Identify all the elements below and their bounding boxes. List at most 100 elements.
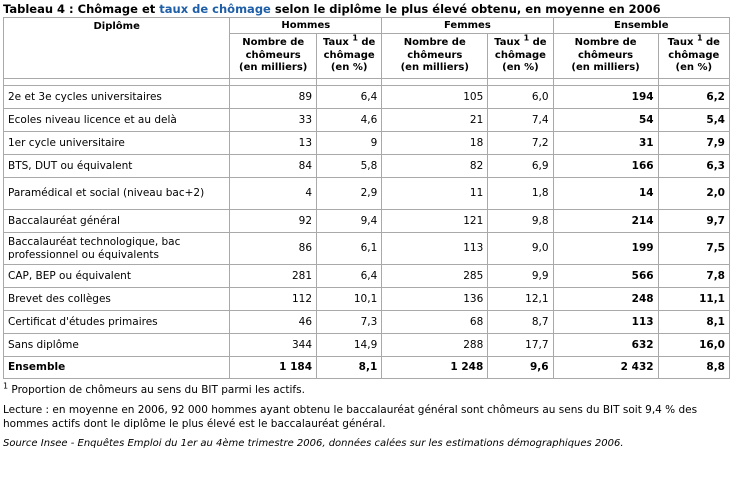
header-nombre-chomeurs: Nombre de chômeurs (en milliers): [552, 33, 659, 79]
header-diplome: Diplôme: [2, 17, 231, 79]
table-title: Tableau 4 : Chômage et taux de chômage s…: [3, 2, 738, 16]
cell-value: 136: [381, 287, 489, 311]
cell-value: 632: [552, 333, 659, 357]
cell-value: 6,4: [316, 264, 383, 288]
cell-value: 12,1: [487, 287, 554, 311]
cell-value: 2 432: [552, 356, 659, 379]
cell-value: 121: [381, 209, 489, 233]
header-taux-prefix: Taux: [667, 37, 697, 49]
row-label: Ecoles niveau licence et au delà: [2, 108, 231, 132]
table-row: CAP, BEP ou équivalent 281 6,4 285 9,9 566 7,8: [2, 264, 731, 288]
row-label: 1er cycle universitaire: [2, 131, 231, 155]
cell-value: 6,2: [657, 85, 731, 109]
cell-value: 7,9: [657, 131, 731, 155]
cell-value: 5,4: [657, 108, 731, 132]
table-total-row: Ensemble 1 184 8,1 1 248 9,6 2 432 8,8: [2, 356, 731, 379]
header-nombre-line: chômeurs: [407, 49, 463, 61]
cell-value: 288: [381, 333, 489, 357]
lecture-note: Lecture : en moyenne en 2006, 92 000 hom…: [3, 404, 698, 430]
cell-value: 11: [381, 177, 489, 210]
cell-value: 2,0: [657, 177, 731, 210]
header-nombre-line: chômeurs: [577, 49, 634, 61]
header-taux-footnote-marker: 1: [523, 33, 530, 43]
cell-value: 8,8: [657, 356, 731, 379]
row-label: Brevet des collèges: [2, 287, 231, 311]
cell-value: 1,8: [487, 177, 554, 210]
header-nombre-line: Nombre de: [574, 37, 637, 49]
header-taux-suffix: de: [357, 37, 376, 49]
page: Tableau 4 : Chômage et taux de chômage s…: [2, 2, 738, 457]
cell-value: 84: [229, 154, 318, 178]
header-taux-line: chômage: [494, 49, 546, 61]
cell-value: 7,5: [657, 232, 731, 265]
cell-value: 4: [229, 177, 318, 210]
header-taux-prefix: Taux: [494, 37, 524, 49]
cell-value: 7,3: [316, 310, 383, 334]
row-label: Ensemble: [2, 356, 231, 379]
cell-value: 6,9: [487, 154, 554, 178]
cell-value: 105: [381, 85, 489, 109]
footnote-text: Proportion de chômeurs au sens du BIT pa…: [8, 384, 305, 396]
table-row: Sans diplôme 344 14,9 288 17,7 632 16,0: [2, 333, 731, 357]
title-suffix: selon le diplôme le plus élevé obtenu, e…: [270, 2, 661, 16]
cell-value: 199: [552, 232, 659, 265]
footnote: 1 Proportion de chômeurs au sens du BIT …: [3, 381, 738, 397]
cell-value: 21: [381, 108, 489, 132]
cell-value: 68: [381, 310, 489, 334]
header-taux-line: (en %): [330, 62, 368, 74]
row-label: Paramédical et social (niveau bac+2): [2, 177, 231, 210]
cell-value: 7,4: [487, 108, 554, 132]
cell-value: 9,7: [657, 209, 731, 233]
header-nombre-line: Nombre de: [403, 37, 466, 49]
cell-value: 9: [316, 131, 383, 155]
row-label: Sans diplôme: [2, 333, 231, 357]
cell-value: 82: [381, 154, 489, 178]
header-taux-line: chômage: [668, 49, 720, 61]
header-taux-chomage: Taux 1 de chômage (en %): [316, 33, 383, 79]
header-taux-line: (en %): [675, 62, 713, 74]
header-taux-prefix: Taux: [322, 37, 353, 49]
cell-value: 2,9: [316, 177, 383, 210]
header-nombre-chomeurs: Nombre de chômeurs (en milliers): [229, 33, 318, 79]
cell-value: 113: [381, 232, 489, 265]
source-note: Source Insee - Enquêtes Emploi du 1er au…: [3, 438, 624, 449]
row-label: Baccalauréat général: [2, 209, 231, 233]
cell-value: 566: [552, 264, 659, 288]
header-row-groups: Diplôme Hommes Femmes Ensemble: [2, 17, 731, 79]
cell-value: 14: [552, 177, 659, 210]
cell-value: 9,9: [487, 264, 554, 288]
table-row: Brevet des collèges 112 10,1 136 12,1 248 11,1: [2, 287, 731, 311]
cell-value: 54: [552, 108, 659, 132]
cell-value: 17,7: [487, 333, 554, 357]
cell-value: 4,6: [316, 108, 383, 132]
cell-value: 86: [229, 232, 318, 265]
cell-value: 344: [229, 333, 318, 357]
row-label: 2e et 3e cycles universitaires: [2, 85, 231, 109]
header-nombre-line: (en milliers): [571, 62, 640, 74]
cell-value: 33: [229, 108, 318, 132]
table-body: 2e et 3e cycles universitaires 89 6,4 105 6,…: [2, 78, 731, 379]
cell-value: 7,2: [487, 131, 554, 155]
table-row: Paramédical et social (niveau bac+2) 4 2,9…: [2, 177, 731, 210]
table-row: Baccalauréat technologique, bac professi…: [2, 232, 731, 265]
cell-value: 8,1: [316, 356, 383, 379]
cell-value: 16,0: [657, 333, 731, 357]
cell-value: 89: [229, 85, 318, 109]
cell-value: 14,9: [316, 333, 383, 357]
table-row: BTS, DUT ou équivalent 84 5,8 82 6,9 166 6,3: [2, 154, 731, 178]
header-row-subcolumns: Nombre de chômeurs (en milliers) Taux 1 de c…: [4, 33, 731, 79]
cell-value: 6,1: [316, 232, 383, 265]
row-label: Certificat d'études primaires: [2, 310, 231, 334]
title-prefix: Tableau 4 : Chômage et: [3, 2, 160, 16]
cell-value: 5,8: [316, 154, 383, 178]
cell-value: 8,7: [487, 310, 554, 334]
cell-value: 9,8: [487, 209, 554, 233]
table-row: 1er cycle universitaire 13 9 18 7,2 31 7,9: [2, 131, 731, 155]
table-row: Certificat d'études primaires 46 7,3 68 8,7 1…: [2, 310, 731, 334]
title-link-taux-de-chomage[interactable]: taux de chômage: [159, 2, 271, 16]
cell-value: 281: [229, 264, 318, 288]
footnote-marker: 1: [3, 381, 9, 391]
cell-value: 9,0: [487, 232, 554, 265]
notes: 1 Proportion de chômeurs au sens du BIT …: [3, 381, 738, 451]
cell-value: 8,1: [657, 310, 731, 334]
